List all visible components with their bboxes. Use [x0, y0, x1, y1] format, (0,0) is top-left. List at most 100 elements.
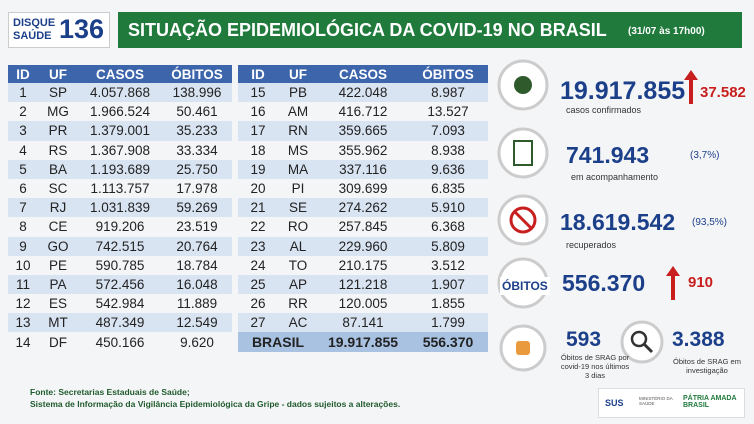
cell: 8	[19, 219, 27, 235]
table-row: 23 AL 229.960 5.809	[238, 236, 488, 256]
cell: CE	[48, 219, 68, 235]
cell: 17.978	[176, 181, 218, 197]
cell: 25.750	[176, 161, 218, 177]
cell: 1.113.757	[90, 181, 150, 197]
title-bar: SITUAÇÃO EPIDEMIOLÓGICA DA COVID-19 NO B…	[118, 12, 742, 48]
cell: 12.549	[176, 315, 218, 331]
cell: 9.620	[180, 334, 214, 350]
cell: 9	[19, 238, 27, 254]
cell: 18.784	[176, 257, 218, 273]
table-row: 14 DF 450.166 9.620	[8, 332, 232, 351]
table-row: 22 RO 257.845 6.368	[238, 217, 488, 236]
cell: 19.917.855	[327, 334, 399, 351]
cell: 7.093	[431, 123, 465, 139]
stat-label: casos confirmados	[566, 105, 642, 115]
table-row: 2 MG 1.966.524 50.461	[8, 102, 232, 121]
cell: 590.785	[95, 257, 145, 273]
stat-label: em acompanhamento	[571, 172, 659, 182]
cell: RJ	[49, 200, 67, 216]
cell: 359.665	[338, 123, 388, 139]
cell: 3.512	[431, 257, 465, 273]
table-row: 20 PI 309.699 6.835	[238, 179, 488, 198]
logo-top: DISQUE	[13, 17, 56, 29]
table-row: 11 PA 572.456 16.048	[8, 274, 232, 295]
cell: 20.764	[176, 238, 218, 254]
cell: 337.116	[339, 161, 387, 177]
logo-number: 136	[59, 14, 105, 44]
stat-increase: 37.582	[700, 84, 746, 101]
cell: AP	[288, 276, 307, 292]
footer-line: Fonte: Secretarias Estaduais de Saúde;	[30, 387, 190, 397]
cell: 6.835	[431, 181, 465, 197]
cell: 120.005	[338, 296, 388, 312]
stat-value: 18.619.542	[560, 209, 676, 235]
table-row: 8 CE 919.206 23.519	[8, 217, 232, 236]
cell: PA	[49, 276, 67, 292]
table-row: 18 MS 355.962 8.938	[238, 141, 488, 160]
table-row: 25 AP 121.218 1.907	[238, 274, 488, 295]
cell: ÓBITOS	[422, 66, 474, 82]
table-row: 7 RJ 1.031.839 59.269	[8, 198, 232, 218]
cell: 15	[250, 85, 266, 101]
gov-logos: SUS MINISTÉRIO DA SAÚDE PÁTRIA AMADA BRA…	[598, 388, 745, 418]
cell: 210.175	[338, 257, 388, 273]
cell: 87.141	[342, 315, 384, 331]
cell: UF	[289, 66, 307, 82]
cell: 24	[250, 257, 266, 273]
cell: RN	[288, 123, 308, 139]
cell: 11	[15, 276, 30, 292]
table-row: 9 GO 742.515 20.764	[8, 236, 232, 256]
cell: DF	[49, 334, 67, 350]
date: (31/07 às 17h00)	[628, 26, 705, 37]
cell: 25	[250, 276, 266, 292]
search-icon	[620, 320, 664, 364]
cell: 556.370	[422, 334, 474, 351]
table-row: 16 AM 416.712 13.527	[238, 102, 488, 121]
cell: AC	[288, 315, 308, 331]
title: SITUAÇÃO EPIDEMIOLÓGICA DA COVID-19 NO B…	[128, 20, 607, 40]
cell: 416.712	[338, 104, 388, 120]
cell: 21	[250, 200, 266, 216]
cell: UF	[49, 66, 67, 82]
cell: PR	[48, 123, 68, 139]
cell: 33.334	[176, 142, 218, 158]
cell: 5	[19, 161, 27, 177]
cell: 1.799	[431, 315, 465, 331]
logo: DISQUE SAÚDE 136	[8, 12, 110, 48]
stat-value: 593	[566, 328, 602, 351]
table-row: 17 RN 359.665 7.093	[238, 121, 488, 141]
cell: PI	[291, 181, 305, 197]
header-row: ID UF CASOS ÓBITOS	[238, 65, 488, 83]
table-row: 19 MA 337.116 9.636	[238, 159, 488, 179]
cell: 18	[250, 142, 266, 158]
cell: 121.218	[338, 276, 388, 292]
cell: PB	[288, 85, 307, 101]
cell: MS	[287, 142, 309, 158]
cell: 450.166	[95, 334, 145, 350]
total-row: BRASIL 19.917.855 556.370	[238, 332, 488, 352]
stat-title: ÓBITOS	[500, 277, 550, 295]
cell: 4.057.868	[89, 85, 151, 101]
cell: 11.889	[176, 296, 218, 312]
cell: 4	[19, 142, 27, 158]
cell: CASOS	[338, 66, 387, 82]
footer-line: Sistema de Informação da Vigilância Epid…	[30, 399, 401, 409]
logo-ministry: MINISTÉRIO DA SAÚDE	[639, 396, 673, 406]
cell: 12	[15, 296, 31, 312]
table-row: 5 BA 1.193.689 25.750	[8, 159, 232, 179]
table-left: ID UF CASOS ÓBITOS 1 SP 4.057.868 138.996 2 MG 1.9…	[8, 65, 232, 352]
cell: ID	[16, 66, 30, 82]
table-row: 27 AC 87.141 1.799	[238, 313, 488, 333]
cell: 59.269	[176, 200, 218, 216]
cell: 1.855	[431, 296, 465, 312]
cell: 1.193.689	[89, 161, 151, 177]
cell: 309.699	[338, 181, 388, 197]
cell: 5.910	[431, 200, 465, 216]
cell: ES	[48, 296, 67, 312]
stat-percent: (93,5%)	[692, 217, 728, 228]
cell: 487.349	[95, 315, 145, 331]
cell: 1	[19, 85, 27, 101]
cell: 274.262	[338, 200, 388, 216]
cell: 1.031.839	[89, 200, 151, 216]
cell: 1.907	[431, 276, 465, 292]
